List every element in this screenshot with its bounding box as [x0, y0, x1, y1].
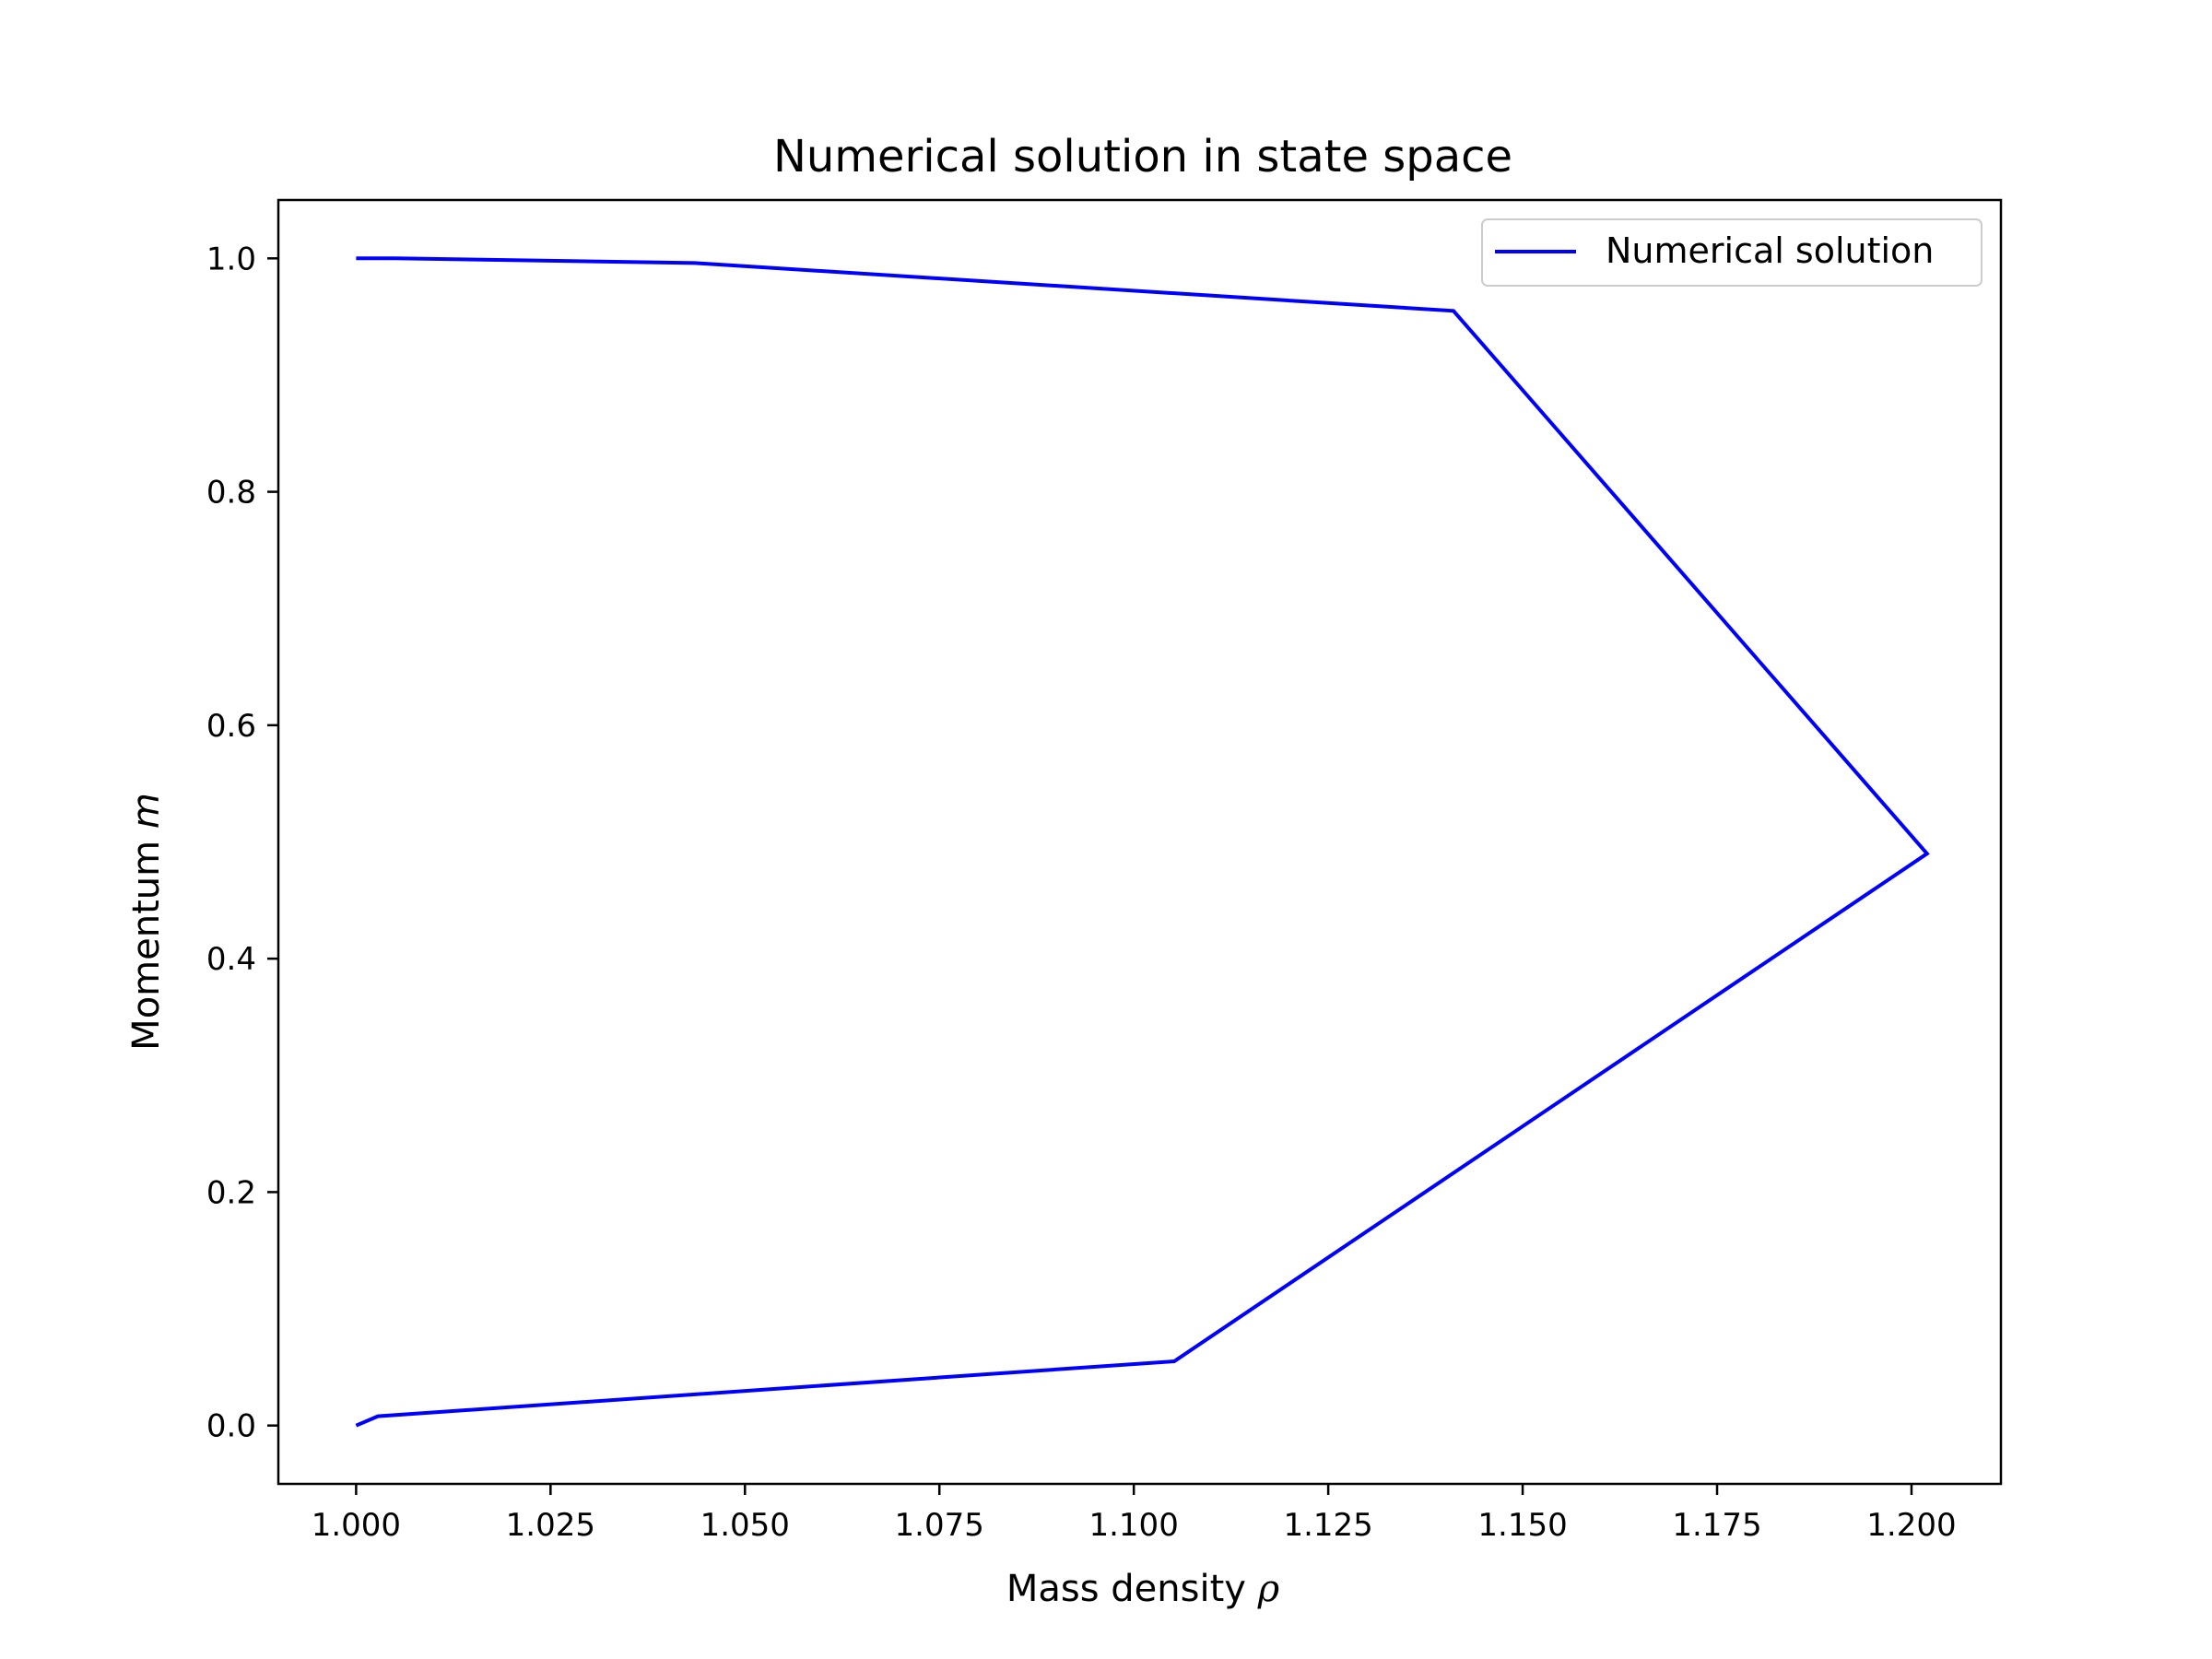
x-tick-label: 1.075	[895, 1507, 984, 1544]
series-line-0	[355, 256, 1930, 1428]
y-axis-label-symbol: m	[125, 793, 168, 829]
axes-frame	[276, 198, 2003, 1486]
x-tick-label: 1.125	[1283, 1507, 1372, 1544]
x-axis-ticks: 1.000 1.025 1.050 1.075 1.100 1.125 1.150 1.175…	[312, 1484, 1957, 1544]
y-axis-ticks: 0.0 0.2 0.4 0.6 0.8 1.0	[206, 241, 278, 1445]
y-tick-label: 0.4	[206, 941, 256, 978]
x-axis-label-symbol: ρ	[1257, 1568, 1280, 1610]
x-axis-label-text: Mass density	[1006, 1568, 1246, 1610]
plot-area	[276, 198, 2003, 1486]
y-tick-label: 0.2	[206, 1174, 256, 1211]
x-tick-label: 1.000	[312, 1507, 401, 1544]
legend-box	[1481, 218, 1983, 287]
legend-label: Numerical solution	[1606, 230, 1934, 271]
x-axis-label: Mass density ρ	[1006, 1568, 1280, 1610]
y-axis-label-text: Momentum	[125, 841, 168, 1051]
x-tick-label: 1.025	[506, 1507, 595, 1544]
chart-title: Numerical solution in state space	[773, 131, 1512, 182]
x-tick-label: 1.050	[700, 1507, 790, 1544]
axes-background	[278, 200, 2001, 1484]
y-tick-label: 0.0	[206, 1408, 256, 1445]
y-axis-label: Momentum m	[125, 793, 168, 1051]
x-tick-label: 1.100	[1088, 1507, 1178, 1544]
y-tick-label: 0.8	[206, 475, 256, 512]
x-tick-label: 1.175	[1672, 1507, 1761, 1544]
x-tick-label: 1.150	[1477, 1507, 1567, 1544]
y-tick-label: 0.6	[206, 708, 256, 745]
y-tick-label: 1.0	[206, 241, 256, 277]
legend: Numerical solution	[1481, 218, 1983, 287]
x-tick-label: 1.200	[1866, 1507, 1956, 1544]
